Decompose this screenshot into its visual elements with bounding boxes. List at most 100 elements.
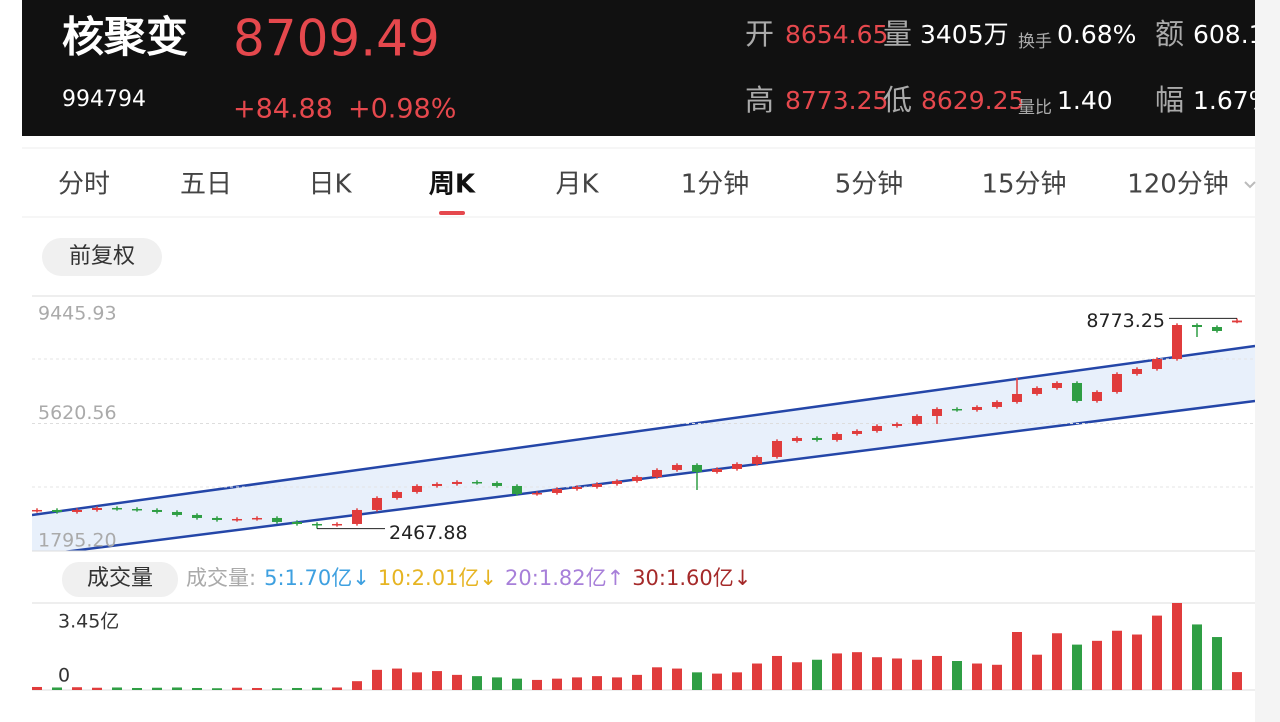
tab[interactable]: 日K <box>308 170 352 200</box>
price-change: +84.88 <box>233 94 333 125</box>
candle-body <box>1012 393 1022 402</box>
candle-body <box>72 509 82 512</box>
candle-body <box>252 517 262 520</box>
candle-body <box>1212 326 1222 331</box>
stock-name: 核聚变 <box>62 13 188 62</box>
volume-bar <box>272 688 282 690</box>
volume-button[interactable] <box>62 562 178 597</box>
volume-bar <box>892 658 902 690</box>
volume-bar <box>552 678 562 690</box>
candle-body <box>872 425 882 431</box>
volume-bar <box>332 687 342 690</box>
y-tick-label: 1795.20 <box>38 530 117 552</box>
candle-body <box>732 463 742 469</box>
volume-bar <box>512 678 522 690</box>
volume-bar <box>1132 634 1142 690</box>
candle-body <box>1232 320 1242 323</box>
volume-bar <box>212 688 222 690</box>
candle-body <box>612 480 622 484</box>
channel-upper <box>32 344 1255 517</box>
volume-bar <box>132 687 142 690</box>
candle-body <box>1052 382 1062 388</box>
volume-bar <box>1072 644 1082 690</box>
candle-body <box>752 456 762 464</box>
volume-bar <box>452 674 462 690</box>
candle-body <box>1132 368 1142 374</box>
tab[interactable]: 1分钟 <box>681 170 750 200</box>
more-chevron[interactable] <box>1244 181 1256 189</box>
tab[interactable]: 周K <box>429 170 476 200</box>
candle-body <box>972 406 982 410</box>
tab[interactable]: 月K <box>555 170 599 200</box>
quote-header <box>22 0 1255 136</box>
tab[interactable]: 五日 <box>180 170 232 200</box>
volume-bar <box>172 687 182 690</box>
volume-chart: 0 3.45亿 <box>32 602 1255 691</box>
volume-bar <box>1012 632 1022 690</box>
candle-body <box>592 483 602 487</box>
volume-bar <box>1032 654 1042 690</box>
volume-bar <box>932 655 942 690</box>
candle-body <box>912 415 922 424</box>
stat-value: 1.40 <box>1057 86 1113 115</box>
candle-body <box>572 486 582 489</box>
last-price: 8709.49 <box>233 10 440 68</box>
volume-bar <box>612 677 622 690</box>
y-tick-label: 0 <box>58 665 70 687</box>
candle-body <box>92 507 102 510</box>
tab[interactable]: 分时 <box>58 170 110 200</box>
candle-body <box>1032 387 1042 394</box>
scrollbar <box>1255 0 1280 722</box>
stat-label: 开 <box>745 17 774 51</box>
candle-body <box>192 514 202 518</box>
volume-bar <box>772 655 782 690</box>
stat-value: 3405万 <box>920 20 1009 49</box>
stat-value: 8773.25 <box>785 86 888 115</box>
candle-body <box>432 483 442 486</box>
stat-label: 量比 <box>1018 98 1052 118</box>
adjust-button[interactable] <box>42 238 162 276</box>
candle-body <box>1072 382 1082 401</box>
candle-body <box>892 423 902 426</box>
candle-body <box>932 408 942 416</box>
candle-body <box>1192 324 1202 327</box>
tab-indicator <box>439 211 465 215</box>
candle-body <box>212 517 222 520</box>
tab[interactable]: 120分钟 <box>1127 170 1229 200</box>
high-annotation: 8773.25 <box>1086 310 1165 332</box>
candle-body <box>472 481 482 484</box>
tab[interactable]: 15分钟 <box>981 170 1066 200</box>
candle-body <box>952 408 962 411</box>
candle-body <box>992 401 1002 407</box>
candle-body <box>792 437 802 441</box>
volume-bar <box>1172 603 1182 690</box>
candle-body <box>392 491 402 498</box>
channel-lower <box>61 399 1255 551</box>
candle-body <box>332 523 342 526</box>
volume-bar <box>52 687 62 690</box>
volume-bar <box>1052 633 1062 690</box>
candle-body <box>232 518 242 521</box>
candle-body <box>812 437 822 440</box>
volume-bar <box>532 679 542 690</box>
candle-body <box>1112 373 1122 392</box>
volume-bar <box>592 676 602 690</box>
volume-bar <box>112 687 122 690</box>
volume-bar <box>472 676 482 690</box>
volume-bar <box>292 687 302 690</box>
stat-label: 量 <box>883 17 912 51</box>
tab[interactable]: 5分钟 <box>835 170 904 200</box>
legend-item: 10:2.01亿↓ <box>378 566 497 590</box>
trend-channel <box>32 344 1255 551</box>
volume-bar <box>1112 630 1122 690</box>
volume-bar <box>312 687 322 690</box>
candle-body <box>532 492 542 495</box>
volume-bar <box>432 671 442 690</box>
volume-bar <box>1152 615 1162 690</box>
volume-bar <box>992 664 1002 690</box>
volume-button-label: 成交量 <box>87 566 153 591</box>
volume-bar <box>872 657 882 690</box>
volume-bar <box>1192 624 1202 690</box>
volume-bar <box>692 672 702 690</box>
stat-value: 8654.65 <box>785 20 888 49</box>
